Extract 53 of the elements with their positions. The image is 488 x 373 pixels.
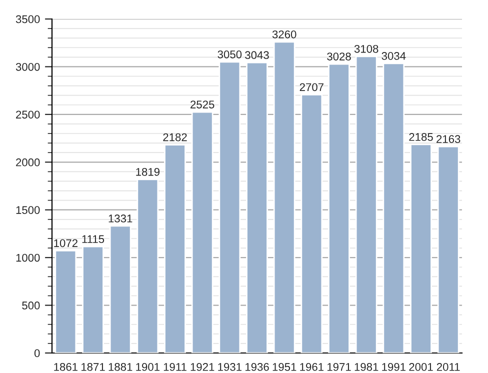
y-tick-label: 1000 — [16, 254, 40, 262]
bar — [246, 62, 268, 353]
x-tick-label: 1971 — [327, 363, 351, 371]
bar — [109, 225, 132, 353]
bar — [328, 63, 350, 353]
bar — [382, 62, 405, 353]
y-tick-label: 2500 — [16, 110, 40, 119]
data-label: 3260 — [272, 30, 296, 38]
bar — [82, 246, 104, 353]
bar — [273, 41, 296, 353]
data-label: 1331 — [108, 214, 132, 222]
x-tick-label: 1911 — [164, 363, 186, 371]
bar — [355, 56, 378, 353]
bar — [410, 144, 432, 353]
bar — [437, 146, 460, 353]
y-tick-label: 3000 — [16, 62, 40, 71]
data-label: 2707 — [300, 83, 324, 92]
data-label: 1819 — [136, 168, 160, 176]
x-tick-label: 2001 — [409, 363, 433, 371]
data-label: 2182 — [163, 133, 187, 142]
bar — [136, 178, 159, 353]
y-tick-label: 3500 — [16, 15, 40, 24]
data-label: 3034 — [382, 52, 406, 60]
data-label: 2163 — [436, 135, 460, 144]
data-label: 2185 — [409, 133, 433, 141]
data-label: 3043 — [245, 51, 269, 60]
x-tick-label: 1861 — [54, 363, 78, 371]
x-tick-label: 1921 — [190, 363, 214, 371]
x-tick-label: 1951 — [272, 363, 296, 371]
x-tick-label: 1936 — [245, 363, 269, 371]
y-tick-label: 2000 — [16, 158, 40, 166]
data-label: 3050 — [218, 50, 242, 58]
x-tick-label: 1991 — [382, 363, 406, 371]
data-label: 1072 — [54, 239, 78, 248]
bar — [191, 111, 214, 353]
x-tick-label: 2011 — [436, 363, 460, 371]
x-tick-label: 1871 — [81, 363, 105, 371]
y-tick-label: 0 — [34, 349, 40, 358]
data-label: 3108 — [354, 44, 378, 53]
bar — [54, 250, 77, 353]
x-tick-label: 1931 — [218, 363, 242, 371]
y-tick-label: 500 — [22, 302, 40, 310]
y-tick-label: 1500 — [16, 206, 40, 214]
x-tick-label: 1881 — [108, 363, 132, 371]
data-label: 2525 — [190, 100, 214, 108]
x-tick-label: 1901 — [136, 363, 160, 371]
x-tick-label: 1981 — [354, 363, 378, 371]
bar — [218, 61, 241, 353]
data-label: 3028 — [327, 52, 351, 60]
bar — [164, 144, 186, 353]
bar — [300, 94, 323, 353]
x-tick-label: 1961 — [300, 363, 324, 371]
data-label: 1115 — [82, 235, 104, 244]
